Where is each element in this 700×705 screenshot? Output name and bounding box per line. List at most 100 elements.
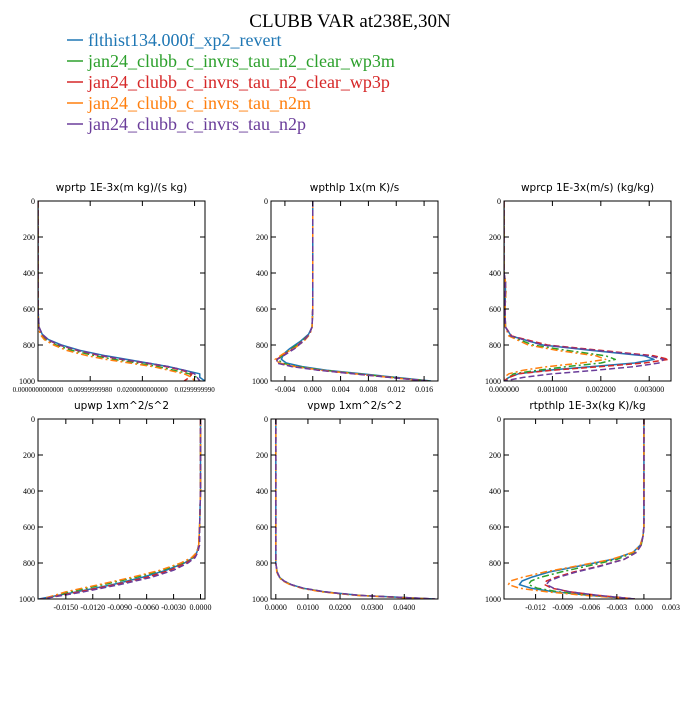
- x-tick-label: 0.0100: [297, 603, 319, 612]
- figure-title: CLUBB VAR at238E,30N: [249, 11, 451, 32]
- x-tick-label: -0.004: [275, 385, 296, 394]
- y-tick-label: 400: [489, 487, 501, 496]
- series-line: [38, 201, 193, 381]
- x-tick-label: -0.006: [579, 603, 600, 612]
- panel: rtpthlp 1E-3x(kg K)/kg 0 200 400 600 800 1000 -…: [485, 400, 680, 612]
- x-tick-label: 0.008: [359, 385, 377, 394]
- plot-frame: [37, 418, 206, 600]
- x-tick-label: 0.000: [635, 603, 653, 612]
- plot-frame: [270, 418, 439, 600]
- legend-label: jan24_clubb_c_invrs_tau_n2_clear_wp3m: [87, 51, 395, 71]
- series-line: [277, 201, 430, 381]
- x-tick-label: -0.0150: [53, 603, 78, 612]
- panel-title: vpwp 1xm^2/s^2: [307, 400, 402, 412]
- y-tick-label: 200: [489, 451, 501, 460]
- series-group: [504, 201, 670, 381]
- x-tick-label: 0.003000: [634, 385, 664, 394]
- y-tick-label: 1000: [252, 595, 268, 604]
- series-group: [274, 201, 432, 381]
- series-group: [38, 419, 202, 599]
- series-group: [38, 201, 205, 381]
- series-line: [38, 201, 196, 381]
- x-tick-label: 0.003: [662, 603, 680, 612]
- y-tick-label: 800: [23, 559, 35, 568]
- series-line: [280, 201, 432, 381]
- plot-frame: [503, 200, 672, 382]
- y-tick-label: 600: [256, 523, 268, 532]
- series-group: [507, 419, 645, 599]
- y-tick-label: 400: [23, 487, 35, 496]
- series-line: [545, 419, 645, 599]
- y-tick-label: 0: [31, 415, 35, 424]
- y-tick-label: 600: [23, 523, 35, 532]
- series-line: [275, 419, 435, 599]
- x-tick-label: 0.0400: [393, 603, 415, 612]
- series-line: [274, 201, 427, 381]
- series-line: [275, 419, 435, 599]
- series-line: [42, 419, 202, 599]
- panels: wprtp 1E-3x(m kg)/(s kg) 0 200 400 600 800 100…: [13, 182, 680, 612]
- x-tick-label: -0.0060: [134, 603, 159, 612]
- series-line: [41, 419, 202, 599]
- y-tick-label: 0: [264, 415, 268, 424]
- panel: wprcp 1E-3x(m/s) (kg/kg) 0 200 400 600 800 100…: [485, 182, 672, 394]
- series-line: [275, 419, 432, 599]
- y-tick-label: 0: [31, 197, 35, 206]
- y-tick-label: 800: [489, 341, 501, 350]
- x-tick-label: 0.012: [387, 385, 405, 394]
- x-tick-label: 0.000000: [489, 385, 519, 394]
- x-tick-label: 0.0000000000000: [13, 386, 64, 394]
- y-tick-label: 600: [489, 523, 501, 532]
- series-line: [504, 201, 655, 381]
- series-line: [275, 201, 428, 381]
- legend-label: jan24_clubb_c_invrs_tau_n2m: [87, 93, 311, 113]
- y-tick-label: 1000: [485, 377, 501, 386]
- series-line: [40, 419, 202, 599]
- panel-title: wprtp 1E-3x(m kg)/(s kg): [56, 182, 187, 194]
- x-tick-label: -0.009: [552, 603, 573, 612]
- y-tick-label: 0: [497, 197, 501, 206]
- panel-title: upwp 1xm^2/s^2: [74, 400, 169, 412]
- y-tick-label: 200: [23, 233, 35, 242]
- y-tick-label: 400: [256, 487, 268, 496]
- series-group: [275, 419, 436, 599]
- legend-item: jan24_clubb_c_invrs_tau_n2p: [67, 114, 306, 134]
- series-line: [275, 419, 436, 599]
- x-tick-label: 0.00999999980: [68, 386, 112, 394]
- y-tick-label: 800: [23, 341, 35, 350]
- x-tick-label: 0.001000: [537, 385, 567, 394]
- series-line: [518, 419, 645, 599]
- series-line: [38, 201, 201, 381]
- y-tick-label: 1000: [19, 595, 35, 604]
- y-tick-label: 200: [256, 233, 268, 242]
- y-tick-label: 200: [23, 451, 35, 460]
- y-tick-label: 0: [264, 197, 268, 206]
- y-tick-label: 800: [256, 341, 268, 350]
- x-tick-label: 0.016: [415, 385, 433, 394]
- x-tick-label: 0.0000: [265, 603, 287, 612]
- x-tick-label: 0.0200000000000: [117, 386, 168, 394]
- y-tick-label: 1000: [485, 595, 501, 604]
- legend-item: jan24_clubb_c_invrs_tau_n2_clear_wp3m: [67, 51, 395, 71]
- y-tick-label: 600: [23, 305, 35, 314]
- y-tick-label: 600: [489, 305, 501, 314]
- x-tick-label: -0.0090: [107, 603, 132, 612]
- y-tick-label: 1000: [252, 377, 268, 386]
- plot-frame: [270, 200, 439, 382]
- y-tick-label: 0: [497, 415, 501, 424]
- x-tick-label: -0.012: [525, 603, 546, 612]
- y-tick-label: 1000: [19, 377, 35, 386]
- plot-frame: [503, 418, 672, 600]
- series-line: [504, 201, 607, 381]
- y-tick-label: 400: [256, 269, 268, 278]
- series-line: [38, 419, 202, 599]
- panel: upwp 1xm^2/s^2 0 200 400 600 800 1000 -0.0150 -0…: [19, 400, 212, 612]
- legend-item: jan24_clubb_c_invrs_tau_n2m: [67, 93, 311, 113]
- y-tick-label: 400: [489, 269, 501, 278]
- legend-item: jan24_clubb_c_invrs_tau_n2_clear_wp3p: [67, 72, 390, 92]
- series-line: [43, 419, 202, 599]
- y-tick-label: 800: [256, 559, 268, 568]
